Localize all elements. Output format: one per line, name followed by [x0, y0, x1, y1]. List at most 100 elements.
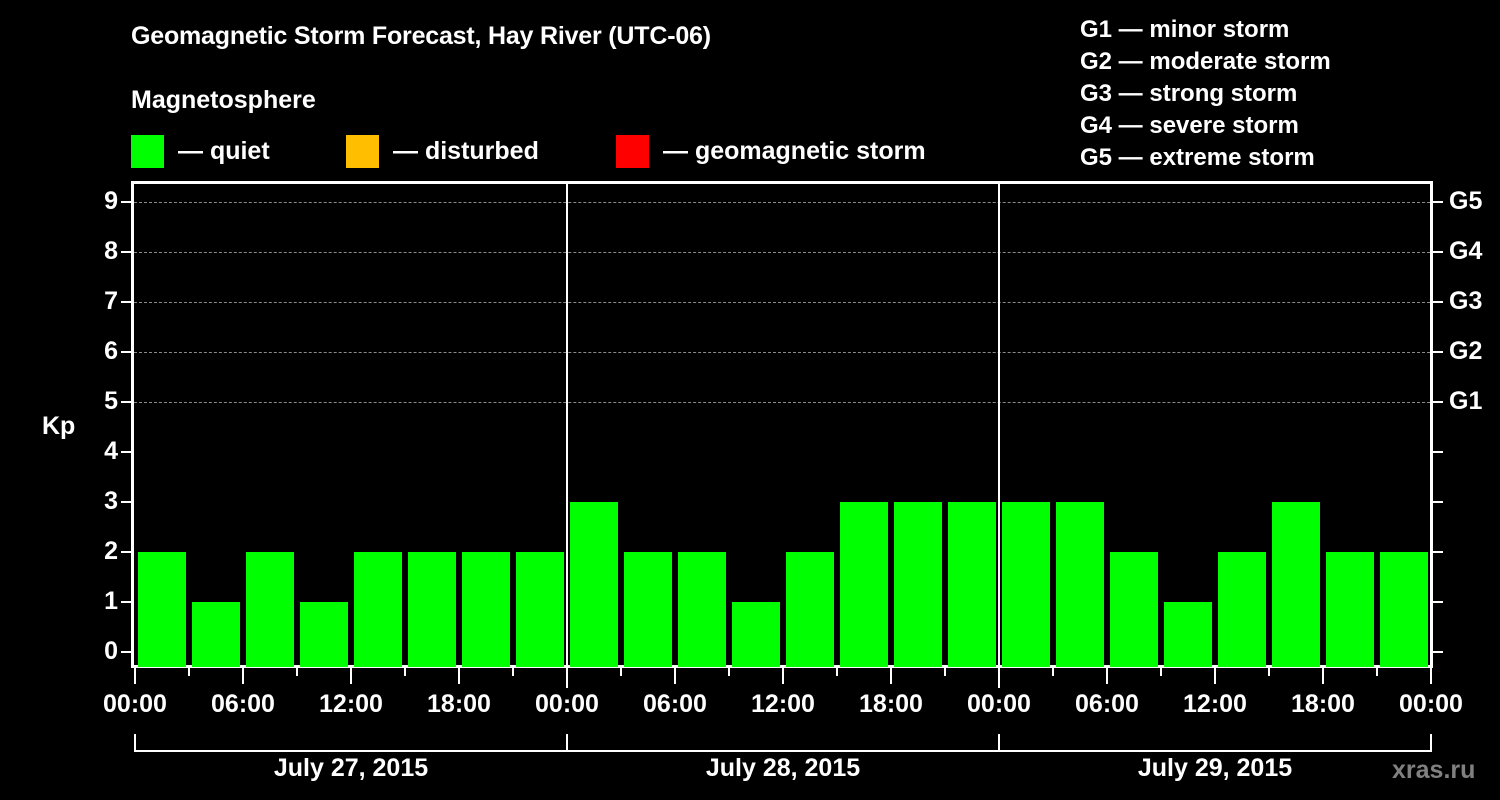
y-tick-label: 4 — [104, 437, 118, 465]
x-tick-label: 12:00 — [751, 690, 815, 718]
date-bracket — [134, 734, 568, 752]
kp-bar — [354, 552, 402, 667]
legend-storm-label: — geomagnetic storm — [663, 136, 926, 165]
day-separator — [566, 181, 568, 688]
x-tick — [836, 668, 838, 676]
right-tick — [1433, 501, 1443, 503]
storm-scale-g5: G5 — extreme storm — [1080, 144, 1315, 171]
kp-bar — [192, 602, 240, 667]
x-tick — [1376, 668, 1378, 676]
storm-scale-legend: G1 — minor storm G2 — moderate storm G3 … — [1080, 14, 1331, 174]
kp-bar — [408, 552, 456, 667]
legend-quiet: — quiet — [131, 134, 270, 168]
kp-bar — [786, 552, 834, 667]
y-tick-label: 2 — [104, 537, 118, 565]
legend-disturbed: — disturbed — [346, 134, 539, 168]
x-tick — [620, 668, 622, 676]
right-tick — [1433, 551, 1443, 553]
right-tick — [1433, 451, 1443, 453]
g-level-label: G4 — [1449, 237, 1483, 265]
y-tick — [121, 601, 131, 603]
y-tick-label: 1 — [104, 587, 118, 615]
storm-swatch-icon — [616, 134, 649, 168]
y-tick — [121, 251, 131, 253]
right-tick — [1433, 251, 1443, 253]
x-tick — [1322, 668, 1324, 684]
y-tick — [121, 301, 131, 303]
day-separator — [998, 181, 1000, 688]
right-tick — [1433, 601, 1443, 603]
x-tick — [728, 668, 730, 676]
x-tick-label: 12:00 — [1183, 690, 1247, 718]
date-bracket — [998, 734, 1432, 752]
x-tick — [404, 668, 406, 676]
kp-bar — [948, 502, 996, 667]
y-tick-label: 7 — [104, 287, 118, 315]
disturbed-swatch-icon — [346, 134, 379, 168]
right-tick — [1433, 401, 1443, 403]
date-bracket — [566, 734, 1000, 752]
x-tick — [1268, 668, 1270, 676]
g-level-label: G2 — [1449, 337, 1483, 365]
y-tick — [121, 651, 131, 653]
quiet-swatch-icon — [131, 134, 164, 168]
x-tick — [134, 668, 136, 684]
legend-disturbed-label: — disturbed — [393, 136, 539, 165]
kp-bar — [1380, 552, 1428, 667]
x-tick-label: 00:00 — [967, 690, 1031, 718]
x-tick — [782, 668, 784, 684]
kp-bar — [462, 552, 510, 667]
x-tick-label: 18:00 — [859, 690, 923, 718]
y-tick — [121, 551, 131, 553]
x-tick — [890, 668, 892, 684]
storm-scale-g4: G4 — severe storm — [1080, 112, 1299, 139]
y-tick-label: 6 — [104, 337, 118, 365]
x-tick — [1052, 668, 1054, 676]
x-tick-label: 00:00 — [1399, 690, 1463, 718]
chart-subtitle: Magnetosphere — [131, 86, 316, 114]
kp-bar — [732, 602, 780, 667]
y-tick — [121, 501, 131, 503]
kp-bar — [1056, 502, 1104, 667]
kp-bar — [1164, 602, 1212, 667]
kp-bar — [1218, 552, 1266, 667]
y-axis-label: Kp — [42, 412, 76, 440]
right-tick — [1433, 301, 1443, 303]
x-tick-label: 00:00 — [535, 690, 599, 718]
x-tick — [944, 668, 946, 676]
y-tick-label: 3 — [104, 487, 118, 515]
gridline — [134, 202, 1430, 203]
x-tick — [1106, 668, 1108, 684]
x-tick — [350, 668, 352, 684]
x-tick — [1214, 668, 1216, 684]
kp-bar — [624, 552, 672, 667]
kp-bar — [1002, 502, 1050, 667]
y-tick-label: 9 — [104, 187, 118, 215]
kp-bar — [894, 502, 942, 667]
kp-bar — [246, 552, 294, 667]
kp-bar — [138, 552, 186, 667]
gridline — [134, 402, 1430, 403]
y-tick — [121, 451, 131, 453]
y-tick — [121, 351, 131, 353]
kp-bar — [1272, 502, 1320, 667]
storm-scale-g1: G1 — minor storm — [1080, 16, 1290, 43]
right-tick — [1433, 351, 1443, 353]
x-tick — [296, 668, 298, 676]
date-label: July 27, 2015 — [273, 754, 429, 782]
y-tick-label: 5 — [104, 387, 118, 415]
x-tick-label: 00:00 — [103, 690, 167, 718]
y-tick — [121, 401, 131, 403]
legend-storm: — geomagnetic storm — [616, 134, 926, 168]
x-tick-label: 12:00 — [319, 690, 383, 718]
x-tick — [566, 668, 568, 684]
gridline — [134, 302, 1430, 303]
x-tick — [998, 668, 1000, 684]
x-tick — [674, 668, 676, 684]
kp-bar — [678, 552, 726, 667]
kp-bar — [1326, 552, 1374, 667]
right-tick — [1433, 201, 1443, 203]
x-tick-label: 06:00 — [1075, 690, 1139, 718]
x-tick — [458, 668, 460, 684]
kp-bar — [570, 502, 618, 667]
